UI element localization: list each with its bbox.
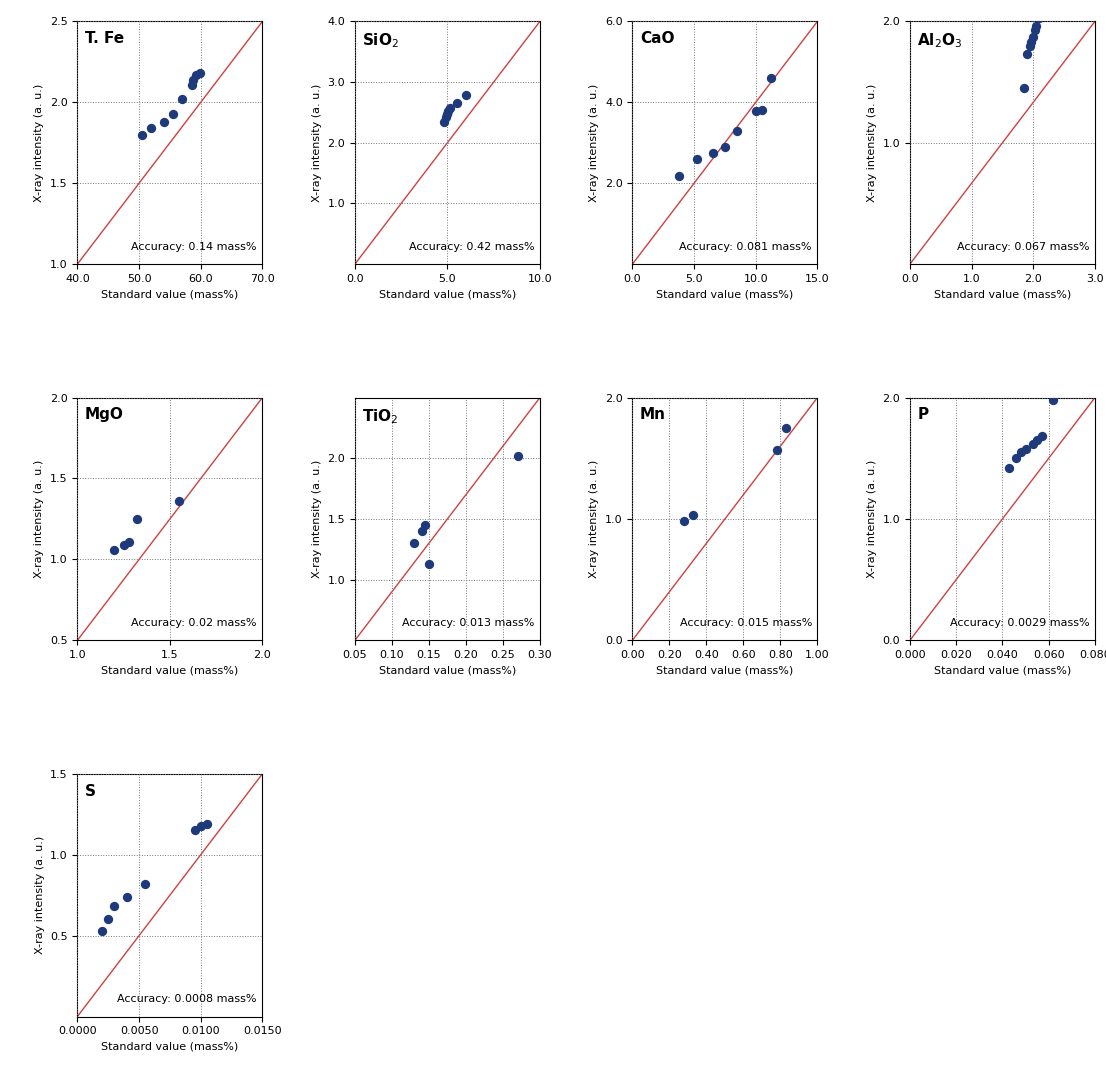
Point xyxy=(729,122,747,139)
Text: T. Fe: T. Fe xyxy=(85,31,124,46)
Point xyxy=(1029,431,1046,448)
Point xyxy=(778,419,795,437)
Point xyxy=(170,492,188,509)
Text: Accuracy: 0.067 mass%: Accuracy: 0.067 mass% xyxy=(957,242,1089,251)
Point xyxy=(439,103,457,120)
Point xyxy=(676,513,693,530)
Point xyxy=(115,536,133,553)
Text: Accuracy: 0.02 mass%: Accuracy: 0.02 mass% xyxy=(132,618,257,628)
X-axis label: Standard value (mass%): Standard value (mass%) xyxy=(656,666,794,675)
Text: Accuracy: 0.42 mass%: Accuracy: 0.42 mass% xyxy=(409,242,534,251)
Point xyxy=(187,66,205,83)
Point xyxy=(182,76,200,93)
Point xyxy=(185,71,202,88)
Point xyxy=(1019,46,1036,63)
X-axis label: Standard value (mass%): Standard value (mass%) xyxy=(378,289,517,300)
Y-axis label: X-ray intensity (a. u.): X-ray intensity (a. u.) xyxy=(867,83,877,202)
Point xyxy=(121,533,138,550)
Point xyxy=(413,522,430,539)
X-axis label: Standard value (mass%): Standard value (mass%) xyxy=(933,666,1071,675)
Point xyxy=(1044,392,1062,409)
Point xyxy=(155,113,173,131)
X-axis label: Standard value (mass%): Standard value (mass%) xyxy=(933,289,1071,300)
Text: Accuracy: 0.14 mass%: Accuracy: 0.14 mass% xyxy=(132,242,257,251)
Point xyxy=(164,105,181,122)
Text: Al$_2$O$_3$: Al$_2$O$_3$ xyxy=(917,31,962,50)
Point xyxy=(136,875,154,892)
Point xyxy=(198,815,216,832)
Point xyxy=(509,447,526,464)
Point xyxy=(118,888,136,905)
Point xyxy=(688,151,706,168)
Point xyxy=(670,167,688,184)
Text: Mn: Mn xyxy=(640,408,666,423)
Point xyxy=(420,555,438,572)
Point xyxy=(134,126,152,143)
Y-axis label: X-ray intensity (a. u.): X-ray intensity (a. u.) xyxy=(312,460,322,578)
Point xyxy=(448,95,466,112)
Point xyxy=(143,120,160,137)
Text: MgO: MgO xyxy=(85,408,124,423)
Point xyxy=(1016,440,1034,457)
Point xyxy=(192,817,210,835)
X-axis label: Standard value (mass%): Standard value (mass%) xyxy=(102,289,239,300)
Point xyxy=(1001,459,1019,476)
Point xyxy=(1033,428,1051,445)
Y-axis label: X-ray intensity (a. u.): X-ray intensity (a. u.) xyxy=(34,836,44,954)
Point xyxy=(190,64,208,81)
Point xyxy=(186,822,204,839)
Point xyxy=(1031,10,1048,27)
Point xyxy=(441,100,459,117)
Y-axis label: X-ray intensity (a. u.): X-ray intensity (a. u.) xyxy=(34,460,44,578)
Point xyxy=(435,113,452,131)
Y-axis label: X-ray intensity (a. u.): X-ray intensity (a. u.) xyxy=(867,460,877,578)
Point xyxy=(405,535,422,552)
Text: Accuracy: 0.0029 mass%: Accuracy: 0.0029 mass% xyxy=(950,618,1089,628)
Point xyxy=(1015,79,1033,96)
Point xyxy=(439,106,457,123)
Point xyxy=(1012,444,1030,461)
Point xyxy=(1025,21,1043,39)
Y-axis label: X-ray intensity (a. u.): X-ray intensity (a. u.) xyxy=(589,460,599,578)
Point xyxy=(685,507,702,524)
Point xyxy=(1023,33,1041,50)
Point xyxy=(716,138,733,155)
Text: P: P xyxy=(917,408,928,423)
Point xyxy=(1027,18,1045,35)
Point xyxy=(762,70,780,87)
Point xyxy=(100,911,117,928)
Y-axis label: X-ray intensity (a. u.): X-ray intensity (a. u.) xyxy=(589,83,599,202)
Point xyxy=(703,144,721,162)
Text: S: S xyxy=(85,783,96,798)
X-axis label: Standard value (mass%): Standard value (mass%) xyxy=(102,1042,239,1052)
Text: CaO: CaO xyxy=(640,31,675,46)
X-axis label: Standard value (mass%): Standard value (mass%) xyxy=(656,289,794,300)
Point xyxy=(174,91,191,108)
X-axis label: Standard value (mass%): Standard value (mass%) xyxy=(102,666,239,675)
Point xyxy=(768,441,785,458)
Text: TiO$_2$: TiO$_2$ xyxy=(363,408,399,426)
Point xyxy=(1024,435,1042,453)
Point xyxy=(457,87,474,104)
Point xyxy=(437,108,455,125)
Point xyxy=(105,541,123,559)
Y-axis label: X-ray intensity (a. u.): X-ray intensity (a. u.) xyxy=(312,83,322,202)
Text: Accuracy: 0.081 mass%: Accuracy: 0.081 mass% xyxy=(679,242,812,251)
X-axis label: Standard value (mass%): Standard value (mass%) xyxy=(378,666,517,675)
Y-axis label: X-ray intensity (a. u.): X-ray intensity (a. u.) xyxy=(34,83,44,202)
Point xyxy=(747,103,764,120)
Text: Accuracy: 0.015 mass%: Accuracy: 0.015 mass% xyxy=(679,618,812,628)
Point xyxy=(1021,37,1039,55)
Text: Accuracy: 0.0008 mass%: Accuracy: 0.0008 mass% xyxy=(117,994,257,1005)
Point xyxy=(105,898,123,915)
Point xyxy=(416,517,434,534)
Point xyxy=(93,922,111,939)
Point xyxy=(753,101,771,118)
Point xyxy=(1008,449,1025,467)
Text: Accuracy: 0.013 mass%: Accuracy: 0.013 mass% xyxy=(401,618,534,628)
Point xyxy=(1024,29,1042,46)
Point xyxy=(128,510,146,528)
Text: SiO$_2$: SiO$_2$ xyxy=(363,31,399,50)
